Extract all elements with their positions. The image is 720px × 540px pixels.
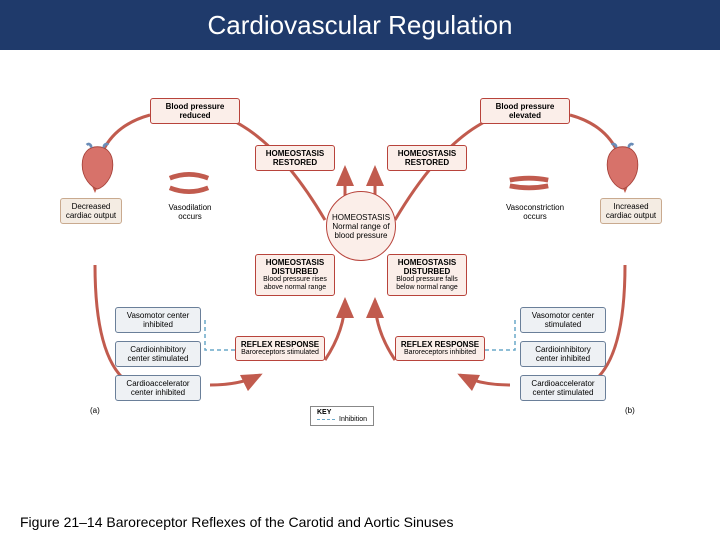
- text: Increased cardiac output: [606, 202, 656, 220]
- r-vasoconstriction: Vasoconstriction occurs: [495, 200, 575, 224]
- text: Vasomotor center stimulated: [532, 311, 595, 329]
- r-vasomotor: Vasomotor center stimulated: [520, 307, 606, 333]
- l-restored: HOMEOSTASIS RESTORED: [255, 145, 335, 171]
- vessel-icon-right: [505, 168, 553, 198]
- hdr: REFLEX RESPONSE: [240, 340, 320, 349]
- r-restored: HOMEOSTASIS RESTORED: [387, 145, 467, 171]
- r-cardioaccelerator: Cardioaccelerator center stimulated: [520, 375, 606, 401]
- heart-icon-right: [600, 142, 645, 192]
- text: Blood pressure elevated: [496, 102, 555, 120]
- r-disturbed: HOMEOSTASIS DISTURBEDBlood pressure fall…: [387, 254, 467, 296]
- vessel-icon-left: [165, 168, 213, 198]
- l-vasodilation: Vasodilation occurs: [155, 200, 225, 224]
- l-cardioinhibitory: Cardioinhibitory center stimulated: [115, 341, 201, 367]
- text: HOMEOSTASIS RESTORED: [398, 149, 457, 167]
- center-hdr: HOMEOSTASIS: [332, 213, 390, 222]
- text: Blood pressure reduced: [166, 102, 225, 120]
- l-reflex: REFLEX RESPONSEBaroreceptors stimulated: [235, 336, 325, 361]
- text: Vasodilation occurs: [169, 203, 212, 221]
- r-bp-elevated: Blood pressure elevated: [480, 98, 570, 124]
- hdr: REFLEX RESPONSE: [400, 340, 480, 349]
- l-vasomotor: Vasomotor center inhibited: [115, 307, 201, 333]
- hdr: HOMEOSTASIS DISTURBED: [392, 258, 462, 276]
- l-bp-reduced: Blood pressure reduced: [150, 98, 240, 124]
- text: Cardioaccelerator center inhibited: [126, 379, 189, 397]
- text: Cardioinhibitory center inhibited: [535, 345, 591, 363]
- figure-caption: Figure 21–14 Baroreceptor Reflexes of th…: [20, 514, 453, 530]
- page-title: Cardiovascular Regulation: [0, 0, 720, 50]
- legend-key: KEY Inhibition: [310, 406, 374, 426]
- text: Vasomotor center inhibited: [127, 311, 190, 329]
- sub: Blood pressure falls below normal range: [392, 276, 462, 292]
- sub: Baroreceptors inhibited: [400, 349, 480, 357]
- text: Cardioinhibitory center stimulated: [128, 345, 189, 363]
- diagram-stage: HOMEOSTASIS Normal range of blood pressu…: [0, 50, 720, 490]
- heart-icon-left: [75, 142, 120, 192]
- r-cardioinhibitory: Cardioinhibitory center inhibited: [520, 341, 606, 367]
- center-homeostasis: HOMEOSTASIS Normal range of blood pressu…: [326, 191, 396, 261]
- center-sub: Normal range of blood pressure: [332, 222, 390, 240]
- r-reflex: REFLEX RESPONSEBaroreceptors inhibited: [395, 336, 485, 361]
- text: HOMEOSTASIS RESTORED: [266, 149, 325, 167]
- r-cardiac-output: Increased cardiac output: [600, 198, 662, 224]
- l-cardiac-output: Decreased cardiac output: [60, 198, 122, 224]
- key-inhibition: Inhibition: [339, 416, 367, 423]
- l-disturbed: HOMEOSTASIS DISTURBEDBlood pressure rise…: [255, 254, 335, 296]
- key-label: KEY: [317, 409, 367, 416]
- panel-b-label: (b): [625, 406, 635, 415]
- text: Vasoconstriction occurs: [506, 203, 564, 221]
- sub: Blood pressure rises above normal range: [260, 276, 330, 292]
- l-cardioaccelerator: Cardioaccelerator center inhibited: [115, 375, 201, 401]
- text: Decreased cardiac output: [66, 202, 116, 220]
- text: Cardioaccelerator center stimulated: [531, 379, 594, 397]
- sub: Baroreceptors stimulated: [240, 349, 320, 357]
- panel-a-label: (a): [90, 406, 100, 415]
- hdr: HOMEOSTASIS DISTURBED: [260, 258, 330, 276]
